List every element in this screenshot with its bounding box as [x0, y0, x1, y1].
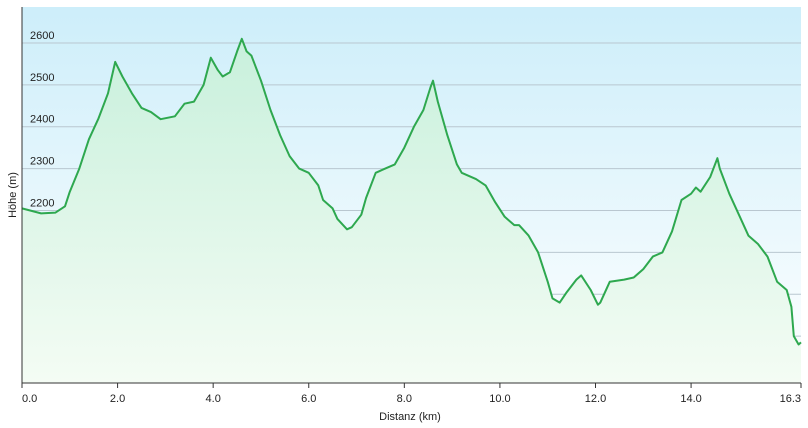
y-tick-label: 2400: [30, 114, 54, 126]
y-tick-label: 2300: [30, 156, 54, 168]
x-tick-label: 10.0: [489, 393, 510, 405]
elevation-line: [21, 37, 802, 346]
x-tick-label: 2.0: [110, 393, 125, 405]
x-tick-label: 12.0: [585, 393, 606, 405]
x-tick-label: 8.0: [397, 393, 412, 405]
x-tick-label: 14.0: [680, 393, 701, 405]
y-tick-label: 2200: [30, 197, 54, 209]
x-tick-label: 6.0: [301, 393, 316, 405]
x-tick-label: 4.0: [206, 393, 221, 405]
y-tick-label: 2500: [30, 72, 54, 84]
x-tick-label: 16.3: [780, 393, 801, 405]
y-axis-label: Höhe (m): [7, 172, 19, 218]
x-tick-label: 0.0: [22, 393, 37, 405]
y-tick-label: 2600: [30, 30, 54, 42]
x-axis-label: Distanz (km): [379, 411, 441, 423]
area-fill: [22, 38, 801, 384]
